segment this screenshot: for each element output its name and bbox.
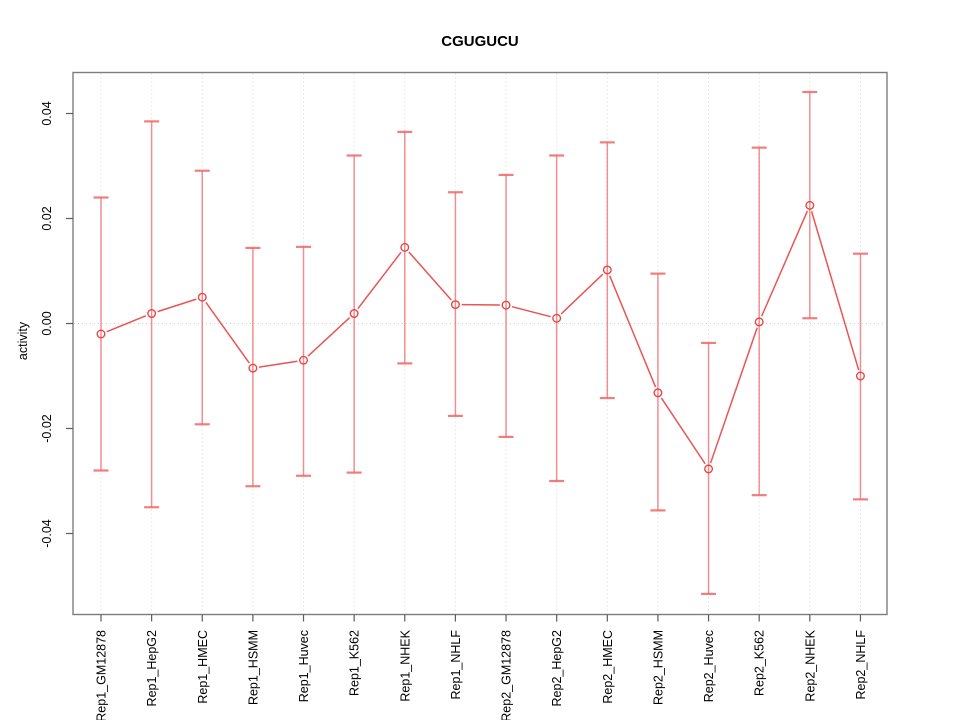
series-segment xyxy=(357,251,402,310)
data-point-marker xyxy=(450,300,460,310)
series-segment xyxy=(157,298,197,313)
y-tick-label: 0.04 xyxy=(40,101,54,125)
data-point-marker xyxy=(704,464,714,474)
chart-title: CGUGUCU xyxy=(441,33,519,50)
plot-border xyxy=(72,71,888,616)
x-tick-label: Rep2_K562 xyxy=(753,630,767,696)
x-tick-label: Rep2_GM12878 xyxy=(500,630,514,720)
x-tick-label: Rep1_K562 xyxy=(348,630,362,696)
x-tick-label: Rep1_NHLF xyxy=(449,630,463,700)
data-point-marker xyxy=(147,309,157,319)
data-point-marker xyxy=(349,309,359,319)
x-tick-label: Rep1_HepG2 xyxy=(145,630,159,706)
data-point-marker xyxy=(805,200,815,210)
x-tick-label: Rep2_HMEC xyxy=(601,630,615,704)
data-point-marker xyxy=(400,242,410,252)
series-segment xyxy=(205,301,250,364)
series-segment xyxy=(660,397,706,465)
series-segment xyxy=(106,315,147,333)
x-tick-label: Rep2_NHEK xyxy=(803,629,817,701)
x-tick-label: Rep1_Huvec xyxy=(297,630,311,702)
data-point-marker xyxy=(754,317,764,327)
x-tick-label: Rep2_HSMM xyxy=(651,630,665,705)
data-point-marker xyxy=(248,363,258,373)
x-tick-label: Rep2_NHLF xyxy=(854,630,868,700)
data-point-marker xyxy=(602,265,612,275)
y-tick-label: 0.00 xyxy=(40,311,54,335)
data-point-marker xyxy=(855,371,865,381)
y-tick-label: -0.04 xyxy=(40,519,54,548)
y-axis-label: activity xyxy=(16,321,30,360)
x-tick-label: Rep2_HepG2 xyxy=(550,630,564,706)
series-segment xyxy=(511,305,551,318)
x-tick-label: Rep1_HSMM xyxy=(246,630,260,705)
series-segment xyxy=(560,273,604,315)
x-tick-label: Rep2_Huvec xyxy=(702,630,716,702)
data-point-marker xyxy=(197,292,207,302)
data-point-marker xyxy=(552,313,562,323)
x-tick-label: Rep1_NHEK xyxy=(398,629,412,701)
data-point-marker xyxy=(501,300,511,310)
data-point-marker xyxy=(299,355,309,365)
x-tick-label: Rep1_HMEC xyxy=(196,630,210,704)
data-point-marker xyxy=(653,388,663,398)
series-segment xyxy=(408,251,452,301)
y-tick-label: 0.02 xyxy=(40,206,54,230)
series-segment xyxy=(307,317,351,357)
data-point-marker xyxy=(96,329,106,339)
x-tick-label: Rep1_GM12878 xyxy=(95,630,109,720)
series-segment xyxy=(810,211,860,371)
series-segment xyxy=(709,327,758,464)
series-segment xyxy=(258,360,298,368)
series-segment xyxy=(760,210,809,317)
series-segment xyxy=(608,275,657,388)
y-tick-label: -0.02 xyxy=(40,414,54,443)
